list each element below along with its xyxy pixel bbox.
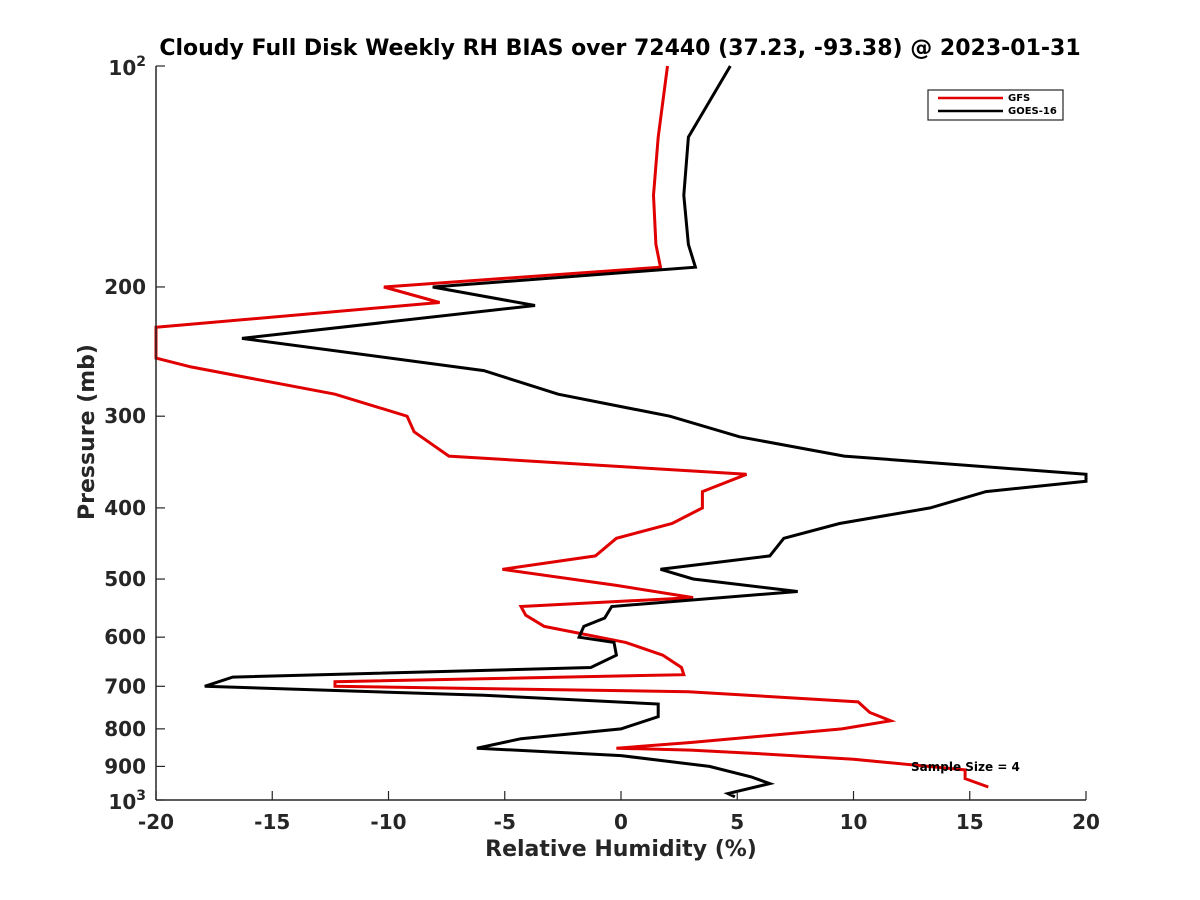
x-tick-label: -5 (494, 810, 516, 834)
x-tick-label: -10 (370, 810, 406, 834)
plot-area: -20 -15 -10 -5 0 5 10 15 20 102 200 300 400 500 600 700… (104, 54, 1100, 834)
y-axis-label: Pressure (mb) (75, 344, 100, 520)
y-tick-label: 300 (104, 404, 146, 428)
legend-label-gfs: GFS (1008, 93, 1030, 104)
x-tick-label: 5 (730, 810, 744, 834)
y-tick-label: 200 (104, 275, 146, 299)
legend-label-goes16: GOES-16 (1008, 106, 1057, 117)
legend-box (927, 89, 1064, 121)
y-tick-label: 103 (108, 788, 146, 814)
y-tick-label: 600 (104, 625, 146, 649)
x-tick-label: 0 (614, 810, 628, 834)
x-tick-label: -20 (138, 810, 174, 834)
y-tick-label: 400 (104, 496, 146, 520)
series-line-gfs (154, 65, 989, 789)
series-line-goes16 (204, 65, 1088, 799)
x-axis-label: Relative Humidity (%) (485, 837, 757, 862)
x-tick-label: 15 (956, 810, 984, 834)
sample-size-annotation: Sample Size = 4 (911, 760, 1020, 774)
legend: GFS GOES-16 (927, 89, 1064, 121)
x-tick-label: -15 (254, 810, 290, 834)
y-tick-label: 900 (104, 754, 146, 778)
y-tick-label: 500 (104, 567, 146, 591)
y-tick-label: 800 (104, 717, 146, 741)
y-tick-label: 700 (104, 674, 146, 698)
x-tick-label: 10 (840, 810, 868, 834)
chart-title: Cloudy Full Disk Weekly RH BIAS over 724… (159, 36, 1080, 61)
y-tick-label: 102 (108, 54, 146, 80)
x-tick-label: 20 (1072, 810, 1100, 834)
